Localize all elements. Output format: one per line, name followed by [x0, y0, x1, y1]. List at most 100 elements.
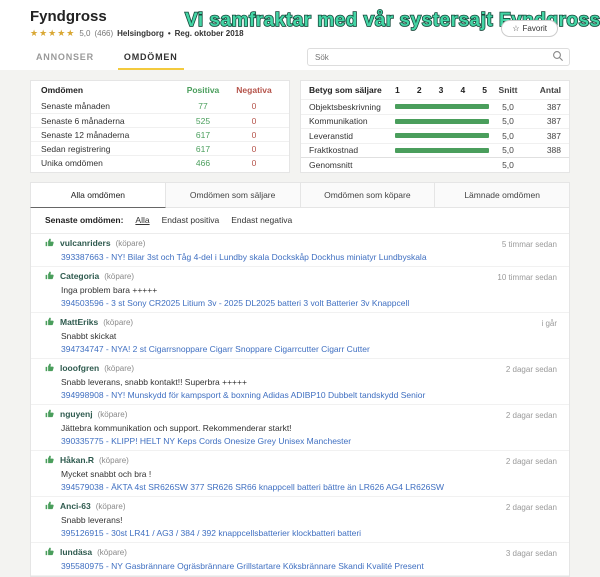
feedback-tab-label: Lämnade omdömen: [464, 189, 540, 200]
rating-row: Kommunikation 5,0 387: [301, 113, 569, 129]
filter-option[interactable]: Endast negativa: [231, 215, 292, 225]
rating-bar-fill: [395, 104, 489, 110]
feedback-timestamp: 5 timmar sedan: [501, 239, 557, 249]
nav-tab[interactable]: OMDÖMEN: [117, 51, 184, 70]
feedback-tab[interactable]: Omdömen som säljare: [165, 181, 301, 208]
profile-nav: ANNONSER OMDÖMEN: [0, 44, 600, 70]
nav-tab-label: ANNONSER: [36, 52, 94, 62]
search-input[interactable]: [307, 48, 570, 66]
summary-row: Sedan registrering 617 0: [31, 141, 289, 155]
rating-avg-value: 5,0: [502, 130, 514, 141]
feedback-username-link[interactable]: Håkan.R: [60, 454, 95, 465]
favorite-button[interactable]: ☆ Favorit: [501, 20, 558, 37]
feedback-username-link[interactable]: Anci-63: [60, 500, 91, 511]
rating-avg-value: 5,0: [502, 145, 514, 156]
thumbs-up-icon: [45, 238, 55, 248]
thumbs-up-icon: [45, 271, 55, 281]
feedback-item-link[interactable]: 393387663 - NY! Bilar 3st och Tåg 4-del …: [61, 251, 427, 262]
rating-count-value: 387: [546, 116, 561, 127]
filter-option[interactable]: Alla: [135, 215, 149, 225]
feedback-item: Håkan.R (köpare) Mycket snabbt och bra !…: [31, 451, 569, 497]
feedback-tab[interactable]: Omdömen som köpare: [300, 181, 436, 208]
feedback-summary-card: Omdömen Positiva Negativa Senaste månade…: [30, 80, 290, 173]
search-icon: [553, 50, 563, 61]
main-content: Omdömen Positiva Negativa Senaste månade…: [0, 70, 600, 577]
summary-table-header: Omdömen Positiva Negativa: [31, 81, 289, 99]
feedback-role: (köpare): [99, 455, 129, 465]
column-count: Antal: [539, 85, 561, 95]
feedback-tab[interactable]: Lämnade omdömen: [435, 181, 570, 208]
favorite-button-label: Favorit: [522, 24, 547, 33]
feedback-comment: Jättebra kommunikation och support. Reko…: [61, 422, 292, 433]
feedback-item-link[interactable]: 395126915 - 30st LR41 / AG3 / 384 / 392 …: [61, 527, 362, 538]
feedback-role: (köpare): [115, 238, 146, 248]
feedback-item-link[interactable]: 394503596 - 3 st Sony CR2025 Litium 3v -…: [61, 297, 410, 308]
star-outline-icon: ☆: [512, 24, 520, 33]
rating-row-label: Fraktkostnad: [309, 145, 359, 156]
feedback-item: looofgren (köpare) Snabb leverans, snabb…: [31, 359, 569, 405]
column-avg: Snitt: [498, 85, 518, 95]
feedback-timestamp: i går: [541, 318, 557, 328]
scale-tick: 1: [395, 85, 400, 95]
feedback-item: vulcanriders (köpare) 393387663 - NY! Bi…: [31, 234, 569, 267]
stats-cards: Omdömen Positiva Negativa Senaste månade…: [30, 80, 570, 173]
rating-bar-track: [395, 118, 489, 124]
summary-positive-value: 466: [195, 157, 211, 168]
summary-row-label: Senaste månaden: [41, 101, 110, 111]
nav-tab-label: OMDÖMEN: [123, 52, 178, 62]
rating-count-value: 388: [546, 145, 561, 156]
star-rating-icon: ★★★★★: [30, 28, 76, 38]
nav-tab[interactable]: ANNONSER: [30, 51, 100, 70]
meta-separator: •: [167, 29, 171, 38]
feedback-item: nguyenj (köpare) Jättebra kommunikation …: [31, 405, 569, 451]
summary-row-label: Senaste 6 månaderna: [41, 115, 125, 126]
scale-tick: 4: [460, 85, 466, 95]
feedback-item-link[interactable]: 394579038 - ÄKTA 4st SR626SW 377 SR626 S…: [61, 481, 445, 492]
footer-avg: 5,0: [502, 159, 514, 170]
rating-count-value: 387: [546, 101, 561, 112]
rating-row: Objektsbeskrivning 5,0 387: [301, 99, 569, 114]
feedback-item-link[interactable]: 395580975 - NY Gasbrännare Ogräsbrännare…: [61, 560, 424, 571]
feedback-item-link[interactable]: 394998908 - NY! Munskydd för kampsport &…: [61, 389, 426, 400]
rating-count-value: 387: [546, 130, 561, 141]
rating-row: Leveranstid 5,0 387: [301, 128, 569, 143]
feedback-timestamp: 2 dagar sedan: [505, 364, 557, 374]
filter-option[interactable]: Endast positiva: [162, 215, 220, 225]
summary-table-body: Senaste månaden 77 0 Senaste 6 månaderna…: [31, 99, 289, 169]
rating-bar-track: [395, 104, 489, 110]
rating-bar-fill: [395, 133, 489, 139]
feedback-timestamp: 2 dagar sedan: [505, 502, 557, 512]
feedback-username-link[interactable]: lundäsa: [60, 546, 93, 557]
thumbs-up-icon: [45, 409, 55, 419]
feedback-username-link[interactable]: nguyenj: [60, 408, 93, 419]
feedback-item-link[interactable]: 394734747 - NYA! 2 st Cigarrsnoppare Cig…: [61, 343, 370, 354]
feedback-username-link[interactable]: vulcanriders: [60, 237, 111, 248]
nav-tabs: ANNONSER OMDÖMEN: [30, 51, 184, 70]
feedback-username-link[interactable]: Categoria: [60, 270, 100, 281]
promo-banner: Vi samfraktar med vår systersajt Fyndgro…: [184, 9, 600, 32]
feedback-tab-label: Omdömen som köpare: [324, 189, 411, 200]
feedback-role: (köpare): [104, 271, 135, 281]
search-box: [307, 47, 570, 66]
feedback-username-link[interactable]: looofgren: [60, 362, 100, 373]
scale-tick: 5: [482, 85, 487, 95]
feedback-comment: Snabb leverans!: [61, 514, 123, 525]
filter-options: Alla Endast positiva Endast negativa: [135, 215, 292, 225]
feedback-role: (köpare): [97, 547, 127, 557]
feedback-comment: Inga problem bara +++++: [61, 284, 158, 295]
feedback-item-link[interactable]: 390335775 - KLIPP! HELT NY Keps Cords On…: [61, 435, 352, 446]
rating-row: Fraktkostnad 5,0 388: [301, 142, 569, 158]
summary-positive-value: 525: [195, 115, 211, 126]
summary-row-label: Unika omdömen: [41, 157, 103, 168]
filter-label: Senaste omdömen:: [45, 214, 124, 225]
feedback-role: (köpare): [103, 317, 134, 327]
filter-option-label: Endast positiva: [161, 214, 220, 225]
feedback-username-link[interactable]: MattEriks: [60, 316, 99, 327]
rating-title: Betyg som säljare: [309, 85, 382, 95]
rating-bar-fill: [395, 118, 489, 124]
filter-option-label: Endast negativa: [231, 214, 293, 225]
rating-scale: 1 2 3 4 5: [395, 85, 489, 95]
summary-row-label: Senaste 12 månaderna: [41, 129, 130, 140]
feedback-tab[interactable]: Alla omdömen: [30, 181, 166, 208]
summary-negative-value: 0: [251, 143, 257, 154]
